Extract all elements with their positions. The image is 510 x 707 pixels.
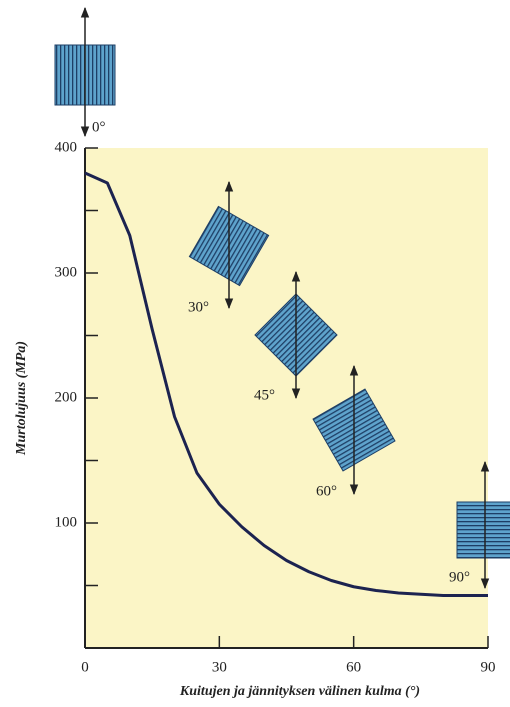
y-axis-title: Murtolujuus (MPa) [14, 341, 29, 456]
angle-label: 30° [188, 299, 209, 315]
angle-label: 60° [316, 483, 337, 499]
fibre-icon [457, 502, 510, 558]
y-tick-label: 200 [55, 389, 78, 405]
y-tick-label: 400 [55, 139, 78, 155]
x-tick-label: 90 [481, 659, 496, 675]
angle-label: 90° [449, 569, 470, 585]
angle-label: 45° [254, 387, 275, 403]
chart: Kuitujen ja jännityksen välinen kulma (°… [0, 0, 510, 707]
y-tick-label: 100 [55, 514, 78, 530]
angle-label: 0° [92, 119, 106, 135]
y-tick-label: 300 [55, 264, 78, 280]
x-tick-label: 60 [346, 659, 361, 675]
plot-background [85, 148, 488, 648]
fibre-block [457, 502, 510, 558]
x-tick-label: 0 [81, 659, 89, 675]
x-axis-title: Kuitujen ja jännityksen välinen kulma (°… [179, 684, 420, 699]
x-tick-label: 30 [212, 659, 227, 675]
